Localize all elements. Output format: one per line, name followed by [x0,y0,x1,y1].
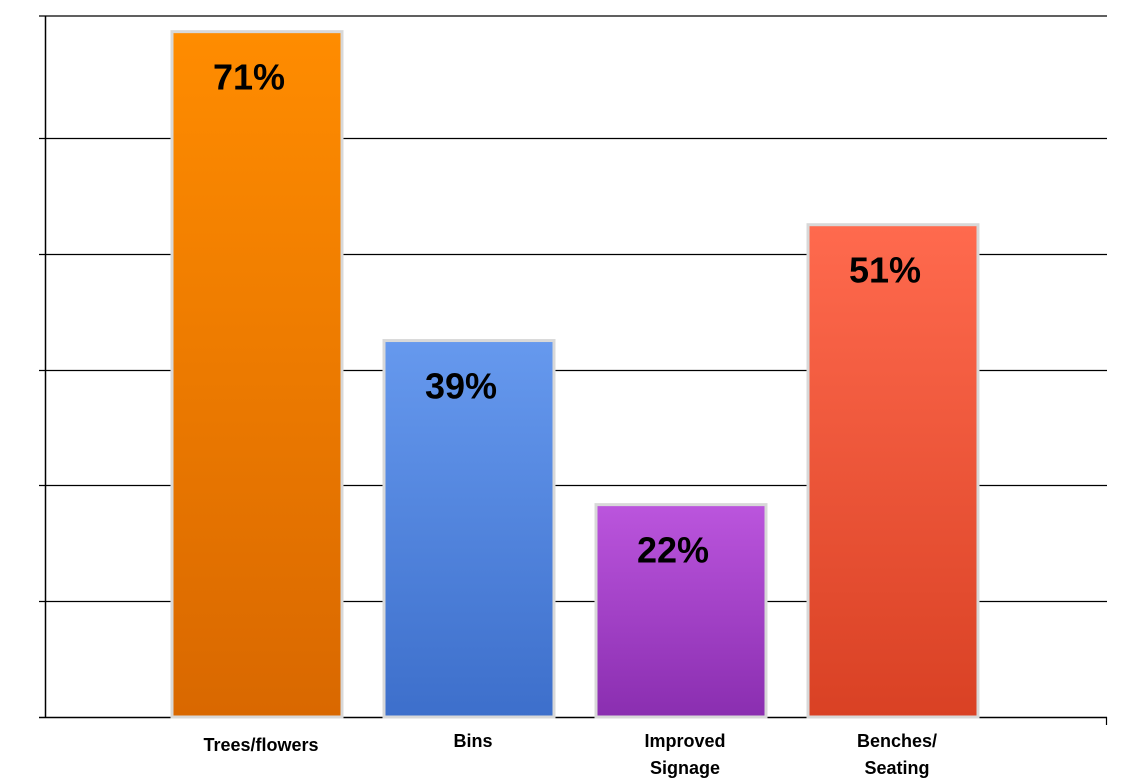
x-tick-labels: Trees/flowers Bins Improved Signage Benches/… [203,731,937,778]
bars [170,30,980,719]
bar-trees-flowers [170,30,344,719]
data-label: 51% [849,250,921,291]
x-tick-label: Trees/flowers [203,735,318,755]
data-labels: 71% 39% 22% 51% [213,57,921,571]
bar-benches-seating [806,223,980,719]
data-label: 71% [213,57,285,98]
bar-bins [382,339,556,719]
x-tick-label: Improved Signage [644,731,725,778]
data-label: 39% [425,366,497,407]
x-tick-label: Benches/Seating [857,731,937,778]
data-label: 22% [637,530,709,571]
bar-improved-signage [594,503,768,719]
x-tick-label: Bins [453,731,492,751]
